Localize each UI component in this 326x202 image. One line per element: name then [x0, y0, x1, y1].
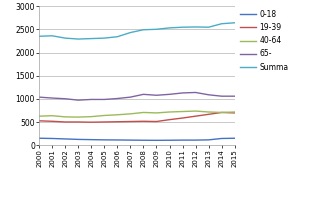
0-18 [50, 137, 54, 140]
Summa [141, 28, 145, 31]
65- [141, 93, 145, 96]
19-39 [233, 112, 237, 114]
40-64 [115, 114, 119, 116]
40-64 [233, 111, 237, 113]
40-64 [102, 114, 106, 117]
0-18 [63, 138, 67, 140]
65- [50, 97, 54, 99]
19-39 [37, 120, 41, 122]
65- [89, 98, 93, 101]
19-39 [128, 120, 132, 123]
65- [76, 99, 80, 101]
Summa [220, 22, 224, 25]
0-18 [194, 139, 198, 141]
0-18 [207, 139, 211, 141]
Summa [50, 35, 54, 37]
0-18 [37, 137, 41, 139]
Summa [233, 22, 237, 24]
19-39 [207, 113, 211, 116]
0-18 [220, 137, 224, 140]
65- [207, 94, 211, 96]
Summa [207, 26, 211, 28]
40-64 [89, 115, 93, 118]
19-39 [63, 121, 67, 123]
19-39 [115, 121, 119, 123]
Line: 19-39: 19-39 [39, 113, 235, 122]
65- [128, 96, 132, 98]
Summa [89, 37, 93, 40]
40-64 [37, 115, 41, 117]
65- [102, 98, 106, 101]
0-18 [76, 138, 80, 141]
Summa [37, 35, 41, 38]
0-18 [115, 139, 119, 141]
Summa [168, 27, 171, 29]
40-64 [168, 111, 171, 113]
65- [37, 96, 41, 98]
Line: 40-64: 40-64 [39, 111, 235, 117]
65- [63, 98, 67, 100]
65- [233, 95, 237, 97]
65- [220, 95, 224, 97]
0-18 [181, 139, 185, 141]
40-64 [63, 116, 67, 118]
19-39 [194, 115, 198, 117]
40-64 [50, 115, 54, 117]
Line: 65-: 65- [39, 93, 235, 100]
40-64 [194, 110, 198, 112]
0-18 [89, 138, 93, 141]
19-39 [155, 120, 158, 123]
40-64 [155, 112, 158, 114]
0-18 [233, 137, 237, 139]
0-18 [128, 139, 132, 141]
40-64 [207, 111, 211, 113]
65- [168, 93, 171, 96]
19-39 [141, 120, 145, 122]
Line: Summa: Summa [39, 23, 235, 39]
19-39 [181, 117, 185, 119]
Summa [115, 36, 119, 38]
19-39 [102, 121, 106, 123]
40-64 [181, 110, 185, 113]
40-64 [76, 116, 80, 118]
Summa [63, 37, 67, 39]
Summa [128, 31, 132, 34]
40-64 [141, 111, 145, 114]
40-64 [128, 113, 132, 115]
65- [115, 97, 119, 100]
19-39 [76, 121, 80, 123]
0-18 [155, 139, 158, 142]
Summa [102, 37, 106, 39]
0-18 [102, 139, 106, 141]
Legend: 0-18, 19-39, 40-64, 65-, Summa: 0-18, 19-39, 40-64, 65-, Summa [241, 10, 289, 72]
Line: 0-18: 0-18 [39, 138, 235, 140]
40-64 [220, 111, 224, 114]
19-39 [220, 111, 224, 114]
19-39 [50, 120, 54, 122]
19-39 [89, 121, 93, 123]
65- [181, 92, 185, 94]
0-18 [141, 139, 145, 141]
65- [194, 91, 198, 94]
Summa [181, 26, 185, 28]
19-39 [168, 118, 171, 121]
0-18 [168, 139, 171, 141]
65- [155, 94, 158, 97]
Summa [155, 28, 158, 31]
Summa [76, 38, 80, 40]
Summa [194, 26, 198, 28]
